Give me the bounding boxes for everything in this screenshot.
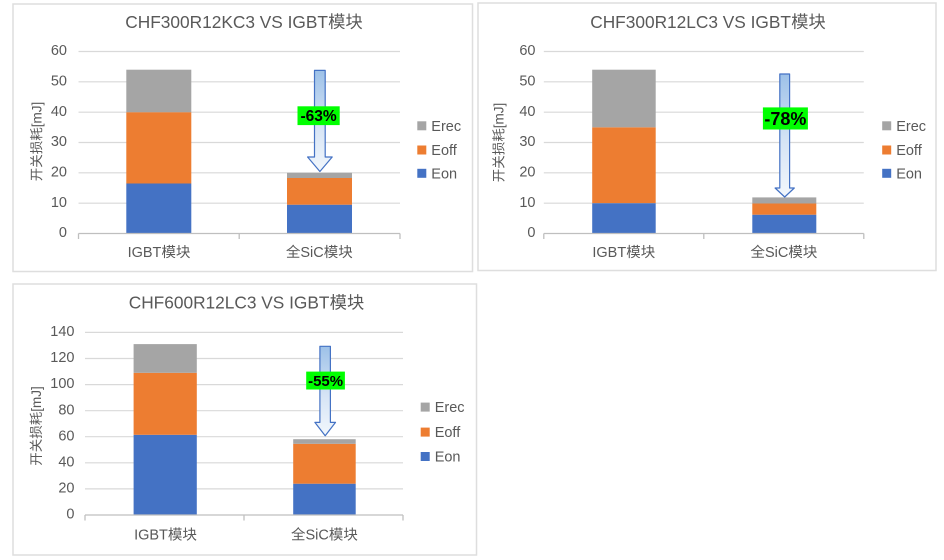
svg-text:SiC: SiC (765, 245, 788, 261)
svg-text:[mJ]: [mJ] (492, 103, 507, 129)
svg-text:-78%: -78% (764, 109, 806, 129)
svg-text:20: 20 (58, 481, 74, 497)
svg-text:IGBT: IGBT (134, 528, 168, 544)
svg-text:[mJ]: [mJ] (29, 386, 44, 412)
svg-text:30: 30 (51, 134, 67, 150)
svg-text:50: 50 (519, 73, 535, 89)
svg-text:0: 0 (527, 225, 535, 241)
svg-text:CHF300R12LC3 VS IGBT: CHF300R12LC3 VS IGBT (590, 12, 791, 32)
svg-text:IGBT: IGBT (592, 245, 626, 261)
svg-text:Erec: Erec (431, 119, 461, 135)
svg-text:0: 0 (59, 225, 67, 241)
svg-text:10: 10 (51, 195, 67, 211)
svg-text:Eon: Eon (431, 166, 457, 182)
svg-text:120: 120 (50, 350, 74, 366)
svg-text:40: 40 (58, 454, 74, 470)
svg-text:60: 60 (519, 43, 535, 59)
svg-text:CHF300R12KC3 VS IGBT: CHF300R12KC3 VS IGBT (125, 12, 328, 32)
svg-text:Erec: Erec (435, 400, 465, 416)
svg-text:[mJ]: [mJ] (29, 102, 44, 128)
svg-text:CHF600R12LC3 VS IGBT: CHF600R12LC3 VS IGBT (129, 293, 330, 313)
svg-text:0: 0 (66, 507, 74, 523)
svg-text:40: 40 (519, 104, 535, 120)
svg-text:Eon: Eon (896, 166, 922, 182)
svg-text:Eoff: Eoff (896, 143, 923, 159)
svg-text:80: 80 (58, 402, 74, 418)
svg-text:10: 10 (519, 195, 535, 211)
svg-text:40: 40 (51, 104, 67, 120)
svg-text:140: 140 (50, 324, 74, 340)
svg-text:Eoff: Eoff (431, 143, 458, 159)
svg-text:20: 20 (51, 164, 67, 180)
svg-text:IGBT: IGBT (128, 245, 162, 261)
svg-text:SiC: SiC (300, 245, 323, 261)
svg-text:60: 60 (51, 43, 67, 59)
svg-text:Eoff: Eoff (435, 425, 462, 441)
svg-text:SiC: SiC (305, 528, 328, 544)
svg-text:Erec: Erec (896, 119, 926, 135)
svg-text:60: 60 (58, 428, 74, 444)
svg-text:100: 100 (50, 376, 74, 392)
svg-text:20: 20 (519, 164, 535, 180)
svg-text:50: 50 (51, 73, 67, 89)
svg-text:30: 30 (519, 134, 535, 150)
svg-text:-63%: -63% (301, 108, 337, 125)
svg-text:-55%: -55% (308, 373, 343, 390)
svg-text:Eon: Eon (435, 450, 461, 466)
